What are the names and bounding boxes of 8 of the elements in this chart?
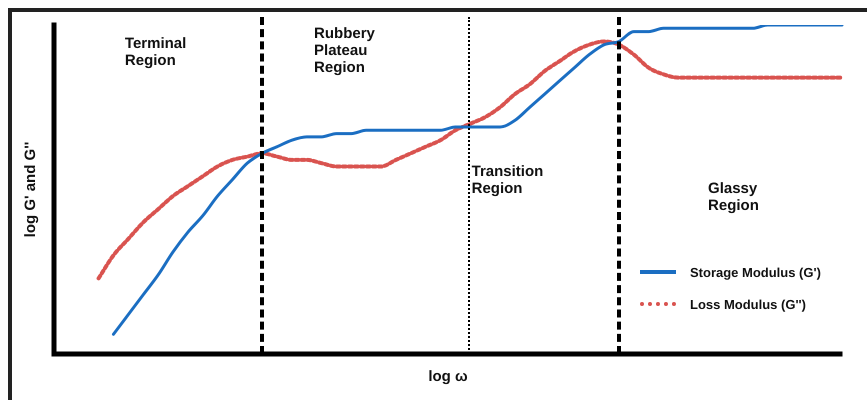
x-axis-title: log ω xyxy=(428,368,468,386)
annotation: Glassy Region xyxy=(708,180,759,214)
y-axis-title: log G' and G'' xyxy=(22,142,40,238)
legend-label: Loss Modulus (G'') xyxy=(690,296,806,312)
legend-label: Storage Modulus (G') xyxy=(690,264,821,280)
annotation: Transition Region xyxy=(472,163,544,198)
annotation: Terminal Region xyxy=(124,34,186,69)
annotation: Rubbery Plateau Region xyxy=(314,25,375,76)
